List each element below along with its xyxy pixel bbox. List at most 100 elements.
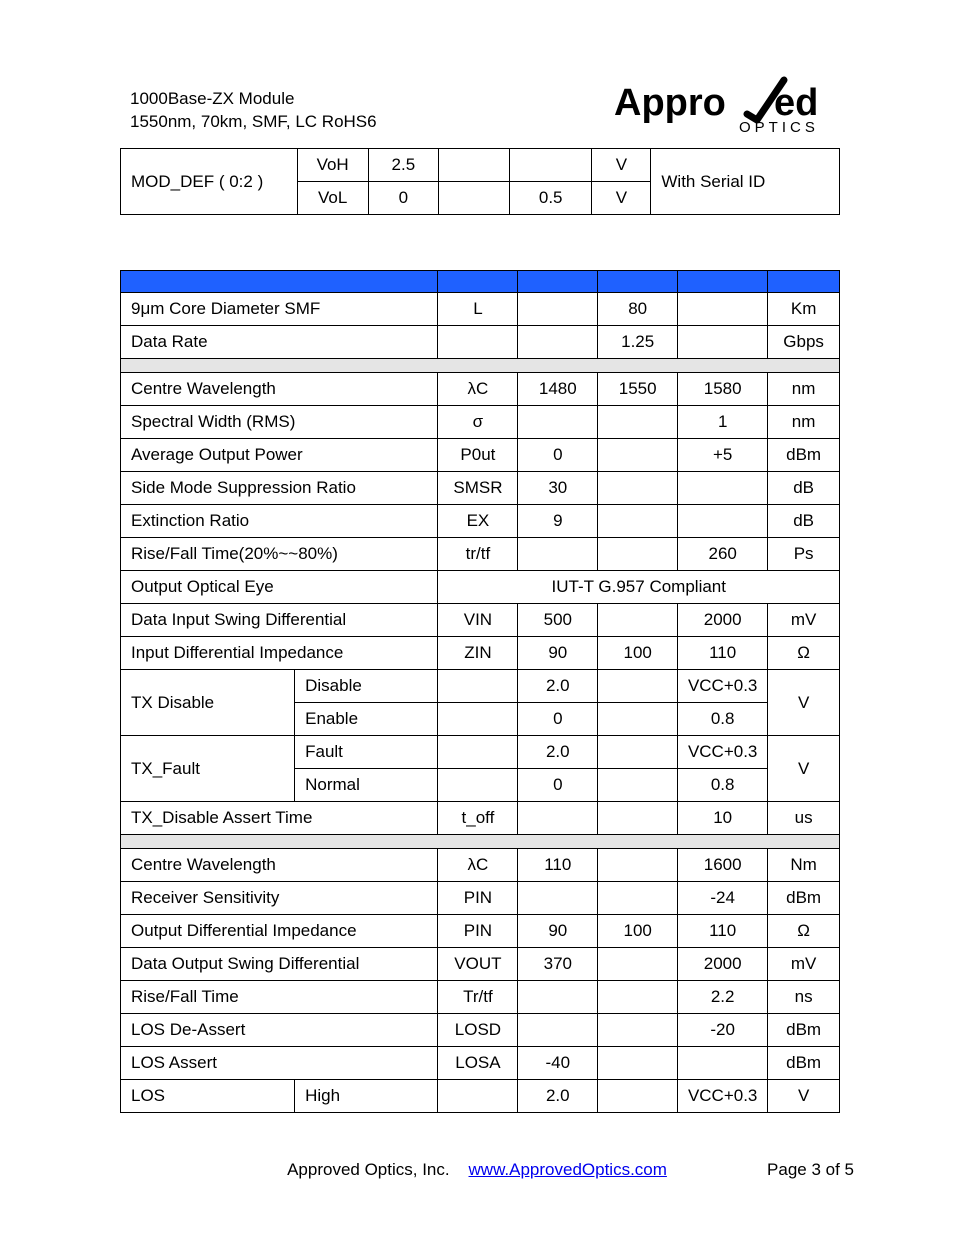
spec-symbol: P0ut <box>438 439 518 472</box>
spec-cell: 1550 <box>598 373 678 406</box>
spec-unit: V <box>768 670 840 736</box>
spec-param: Centre Wavelength <box>121 849 438 882</box>
t1-r1-sym: VoL <box>297 182 368 215</box>
spec-unit: nm <box>768 406 840 439</box>
spec-cell <box>598 769 678 802</box>
spec-row: TX DisableDisable2.0VCC+0.3V <box>121 670 840 703</box>
t1-r0-sym: VoH <box>297 149 368 182</box>
spec-cell <box>518 981 598 1014</box>
spec-cell <box>598 1014 678 1047</box>
spec-cell <box>598 703 678 736</box>
spec-unit: dBm <box>768 439 840 472</box>
spec-symbol: LOSD <box>438 1014 518 1047</box>
spec-param: Extinction Ratio <box>121 505 438 538</box>
spec-row: Extinction RatioEX9dB <box>121 505 840 538</box>
spec-unit: Ω <box>768 915 840 948</box>
spec-cell: 1 <box>678 406 768 439</box>
spec-param: Spectral Width (RMS) <box>121 406 438 439</box>
spec-row: Data Input Swing DifferentialVIN5002000m… <box>121 604 840 637</box>
spec-cell: 2000 <box>678 604 768 637</box>
spec-cell: 260 <box>678 538 768 571</box>
footer-company: Approved Optics, Inc. <box>287 1160 450 1179</box>
spec-cell: 110 <box>518 849 598 882</box>
spec-row: LOS AssertLOSA-40dBm <box>121 1047 840 1080</box>
spec-param: Side Mode Suppression Ratio <box>121 472 438 505</box>
spec-unit: dBm <box>768 1047 840 1080</box>
t1-r0-min: 2.5 <box>368 149 439 182</box>
spec-row: Rise/Fall TimeTr/tf2.2ns <box>121 981 840 1014</box>
spec-cell: 100 <box>598 915 678 948</box>
spec-cell: 0.8 <box>678 703 768 736</box>
spec-param: Data Rate <box>121 326 438 359</box>
spec-cell <box>598 849 678 882</box>
spec-unit: dBm <box>768 1014 840 1047</box>
spec-section-cell <box>121 359 840 373</box>
spec-table: 9μm Core Diameter SMFL80KmData Rate1.25G… <box>120 270 840 1113</box>
logo: Appro ed OPTICS <box>614 70 894 140</box>
spec-row: Average Output PowerP0ut0 +5dBm <box>121 439 840 472</box>
spec-symbol: LOSA <box>438 1047 518 1080</box>
spec-unit: dB <box>768 505 840 538</box>
spec-cell <box>518 406 598 439</box>
spec-cell: VCC+0.3 <box>678 670 768 703</box>
spec-symbol: EX <box>438 505 518 538</box>
spec-cell: 80 <box>598 293 678 326</box>
spec-unit: dBm <box>768 882 840 915</box>
spec-cell <box>438 670 518 703</box>
spec-cell <box>598 1080 678 1113</box>
spec-row: Rise/Fall Time(20%~~80%)tr/tf260Ps <box>121 538 840 571</box>
t1-note: With Serial ID <box>651 149 840 215</box>
spec-cell <box>598 439 678 472</box>
spec-row: Output Differential ImpedancePIN90100110… <box>121 915 840 948</box>
spec-param: LOS <box>121 1080 295 1113</box>
spec-header-cell <box>768 271 840 293</box>
spec-cell <box>598 802 678 835</box>
spec-cell: VCC+0.3 <box>678 1080 768 1113</box>
spec-param: Output Differential Impedance <box>121 915 438 948</box>
spec-cell <box>518 882 598 915</box>
spec-cell: +5 <box>678 439 768 472</box>
approved-optics-logo: Appro ed OPTICS <box>614 70 854 140</box>
spec-cell: 500 <box>518 604 598 637</box>
spec-cell: -24 <box>678 882 768 915</box>
spec-cell: 0.8 <box>678 769 768 802</box>
mod-def-table: MOD_DEF ( 0:2 ) VoH 2.5 V With Serial ID… <box>120 148 840 215</box>
spec-param: Rise/Fall Time(20%~~80%) <box>121 538 438 571</box>
spec-subparam: High <box>295 1080 438 1113</box>
spec-cell <box>598 948 678 981</box>
spec-cell: 1.25 <box>598 326 678 359</box>
footer-link[interactable]: www.ApprovedOptics.com <box>469 1160 667 1179</box>
spec-symbol: L <box>438 293 518 326</box>
spec-unit: V <box>768 736 840 802</box>
spec-cell <box>518 326 598 359</box>
spec-unit: nm <box>768 373 840 406</box>
page: 1000Base-ZX Module 1550nm, 70km, SMF, LC… <box>0 0 954 1235</box>
t1-r0-unit: V <box>592 149 651 182</box>
spec-param: Average Output Power <box>121 439 438 472</box>
spec-cell: 2.0 <box>518 1080 598 1113</box>
spec-param: TX Disable <box>121 670 295 736</box>
spec-cell: 1580 <box>678 373 768 406</box>
spec-cell: 90 <box>518 637 598 670</box>
spec-cell <box>678 293 768 326</box>
spec-param: Receiver Sensitivity <box>121 882 438 915</box>
spec-cell <box>598 604 678 637</box>
spec-subparam: Disable <box>295 670 438 703</box>
spec-symbol: tr/tf <box>438 538 518 571</box>
spec-param: Data Output Swing Differential <box>121 948 438 981</box>
spec-symbol: ZIN <box>438 637 518 670</box>
spec-row: 9μm Core Diameter SMFL80Km <box>121 293 840 326</box>
t1-r1-max: 0.5 <box>509 182 592 215</box>
spec-cell <box>518 802 598 835</box>
spec-param: TX_Fault <box>121 736 295 802</box>
spec-symbol: SMSR <box>438 472 518 505</box>
spec-unit: Nm <box>768 849 840 882</box>
t1-r0-typ <box>439 149 510 182</box>
spec-cell <box>598 538 678 571</box>
spec-cell: 110 <box>678 915 768 948</box>
spec-cell: 0 <box>518 439 598 472</box>
spec-cell <box>438 769 518 802</box>
spec-param: Output Optical Eye <box>121 571 438 604</box>
spec-section-sep <box>121 359 840 373</box>
spec-param: LOS Assert <box>121 1047 438 1080</box>
